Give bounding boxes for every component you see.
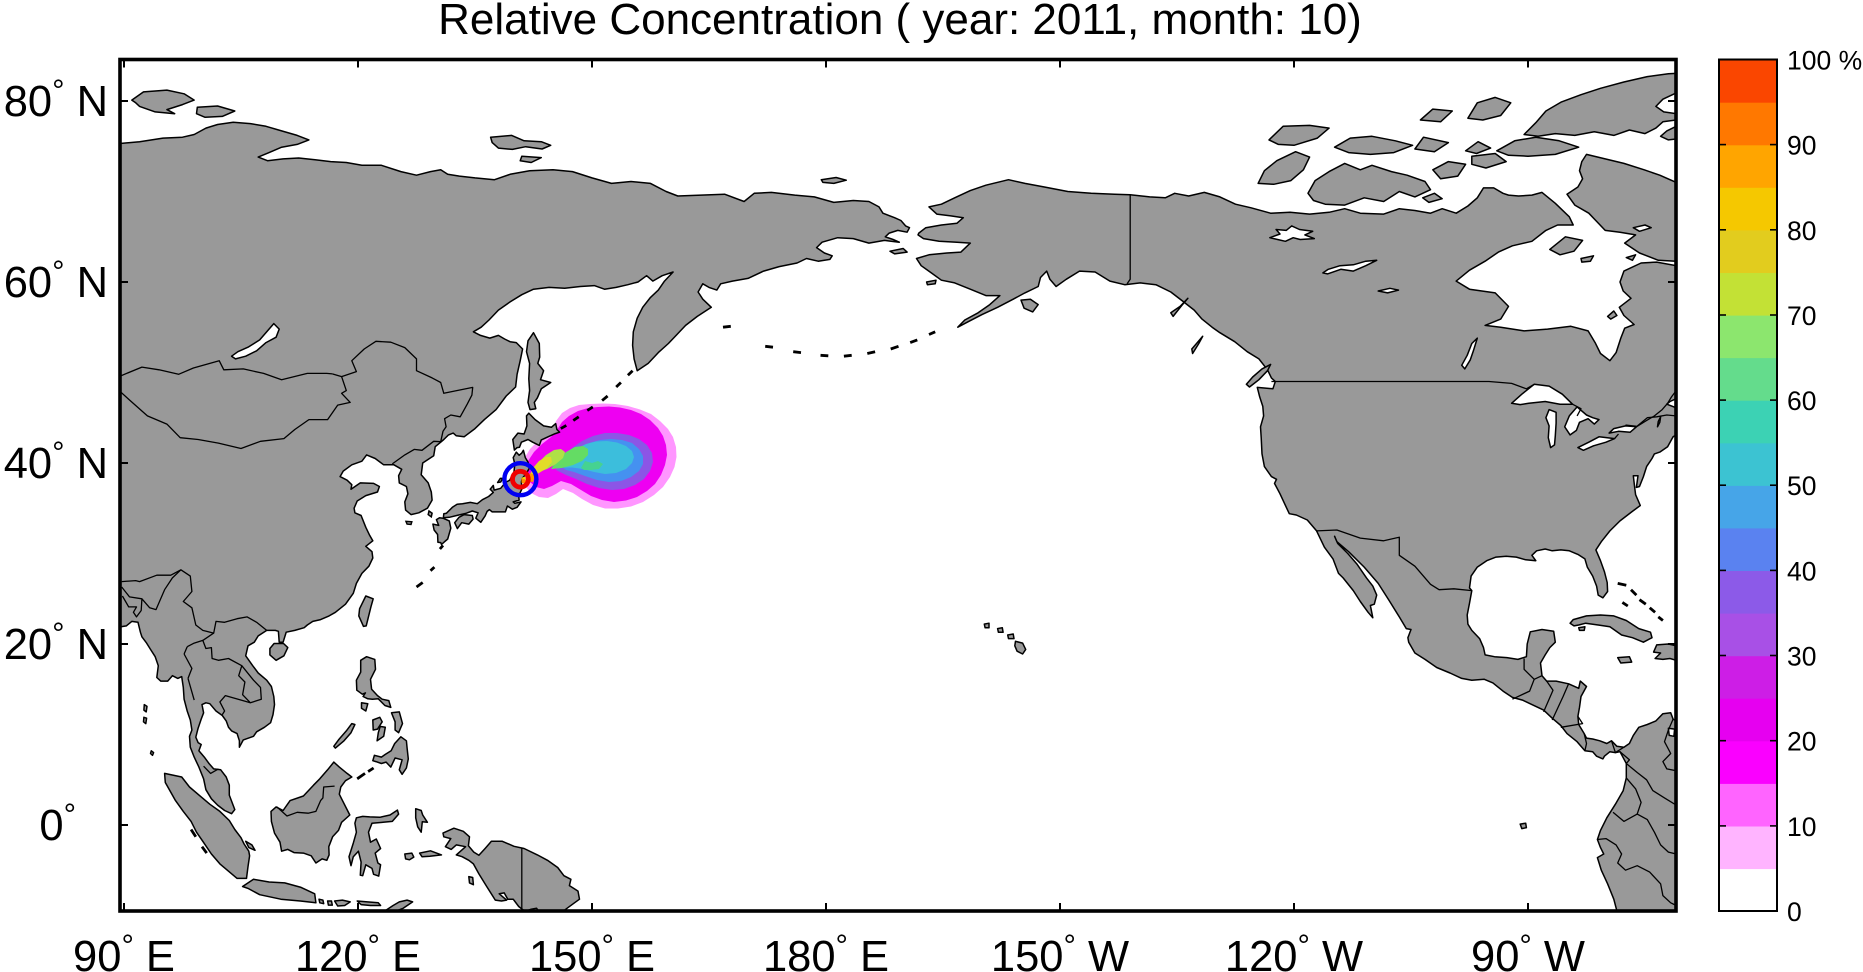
svg-text:80° N: 80° N [4, 73, 108, 126]
svg-text:90: 90 [1787, 131, 1816, 161]
svg-text:40: 40 [1787, 556, 1816, 586]
svg-text:30: 30 [1787, 642, 1816, 672]
svg-text:90° W: 90° W [1471, 928, 1585, 972]
svg-text:Relative Concentration ( year:: Relative Concentration ( year: 2011, mon… [438, 0, 1362, 44]
svg-text:150° W: 150° W [991, 928, 1129, 972]
svg-text:40° N: 40° N [4, 435, 108, 488]
svg-text:0: 0 [1787, 897, 1802, 927]
svg-text:100 %: 100 % [1787, 46, 1862, 76]
svg-text:80: 80 [1787, 216, 1816, 246]
svg-text:10: 10 [1787, 812, 1816, 842]
svg-text:120° E: 120° E [295, 928, 421, 972]
svg-text:50: 50 [1787, 471, 1816, 501]
svg-text:20: 20 [1787, 727, 1816, 757]
svg-text:0°: 0° [39, 797, 76, 850]
svg-text:70: 70 [1787, 301, 1816, 331]
svg-text:150° E: 150° E [529, 928, 655, 972]
svg-text:90° E: 90° E [73, 928, 175, 972]
svg-text:120° W: 120° W [1225, 928, 1363, 972]
svg-text:60: 60 [1787, 386, 1816, 416]
svg-text:180° E: 180° E [763, 928, 889, 972]
